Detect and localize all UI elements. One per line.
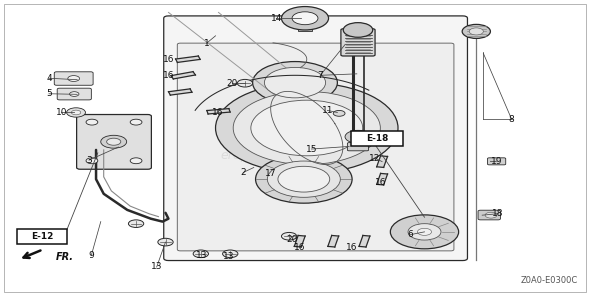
- Text: 7: 7: [317, 71, 323, 80]
- Circle shape: [462, 24, 490, 39]
- Circle shape: [130, 119, 142, 125]
- Circle shape: [86, 158, 98, 164]
- Text: 16: 16: [163, 71, 174, 80]
- FancyBboxPatch shape: [341, 29, 375, 56]
- Text: 2: 2: [240, 168, 246, 177]
- FancyBboxPatch shape: [487, 158, 506, 165]
- Circle shape: [408, 224, 441, 240]
- Polygon shape: [376, 156, 388, 167]
- Text: 11: 11: [322, 106, 333, 115]
- Text: 10: 10: [55, 108, 67, 117]
- Circle shape: [281, 233, 297, 240]
- FancyBboxPatch shape: [17, 229, 67, 243]
- Circle shape: [222, 250, 238, 258]
- Text: 12: 12: [369, 154, 381, 163]
- Circle shape: [255, 155, 352, 203]
- Circle shape: [233, 91, 381, 165]
- Circle shape: [68, 76, 80, 81]
- Text: 5: 5: [46, 89, 52, 98]
- FancyBboxPatch shape: [54, 72, 93, 85]
- Text: 16: 16: [163, 55, 174, 64]
- Text: 1: 1: [204, 39, 209, 48]
- Polygon shape: [169, 89, 192, 95]
- FancyBboxPatch shape: [478, 210, 500, 220]
- Circle shape: [418, 228, 431, 235]
- FancyBboxPatch shape: [351, 131, 403, 146]
- Circle shape: [237, 79, 253, 87]
- Circle shape: [67, 108, 86, 117]
- Text: E-18: E-18: [366, 134, 388, 143]
- Text: 20: 20: [227, 79, 238, 88]
- Text: 13: 13: [224, 252, 235, 261]
- Circle shape: [86, 119, 98, 125]
- Polygon shape: [328, 235, 339, 247]
- Text: 8: 8: [509, 115, 514, 124]
- Text: 16: 16: [294, 243, 306, 253]
- Circle shape: [469, 28, 483, 35]
- Text: Z0A0-E0300C: Z0A0-E0300C: [520, 276, 578, 285]
- Text: ereplacementparts.com: ereplacementparts.com: [220, 149, 370, 162]
- Circle shape: [101, 135, 127, 148]
- Circle shape: [351, 133, 365, 140]
- Polygon shape: [171, 72, 195, 79]
- Polygon shape: [376, 173, 388, 185]
- Circle shape: [278, 166, 330, 192]
- Text: 18: 18: [492, 209, 504, 218]
- Text: FR.: FR.: [56, 252, 74, 262]
- Text: E-12: E-12: [31, 232, 53, 241]
- Text: 13: 13: [151, 263, 162, 271]
- Text: 15: 15: [306, 145, 317, 153]
- Circle shape: [264, 67, 326, 98]
- Circle shape: [251, 100, 363, 156]
- Text: 9: 9: [88, 251, 94, 260]
- Circle shape: [345, 130, 371, 143]
- Text: 17: 17: [264, 169, 276, 178]
- FancyBboxPatch shape: [348, 143, 369, 151]
- Polygon shape: [176, 56, 200, 62]
- Polygon shape: [207, 108, 230, 114]
- Circle shape: [71, 110, 81, 115]
- Text: 6: 6: [407, 230, 412, 239]
- Text: 16: 16: [375, 178, 386, 187]
- FancyBboxPatch shape: [57, 88, 91, 100]
- Polygon shape: [359, 235, 370, 247]
- Circle shape: [391, 215, 458, 249]
- Text: 16: 16: [212, 108, 223, 117]
- Circle shape: [70, 92, 79, 96]
- Circle shape: [281, 6, 329, 30]
- Text: 3: 3: [86, 156, 92, 165]
- Text: 13: 13: [196, 251, 208, 260]
- Text: 20: 20: [286, 235, 298, 244]
- Bar: [298, 17, 312, 31]
- Circle shape: [253, 61, 337, 104]
- Polygon shape: [294, 235, 305, 247]
- Circle shape: [158, 238, 173, 246]
- Circle shape: [130, 158, 142, 164]
- Text: 4: 4: [46, 74, 52, 83]
- Circle shape: [343, 23, 373, 37]
- FancyBboxPatch shape: [164, 16, 467, 260]
- FancyBboxPatch shape: [77, 115, 152, 169]
- Circle shape: [485, 212, 497, 218]
- Text: 19: 19: [490, 157, 502, 166]
- FancyBboxPatch shape: [177, 43, 454, 251]
- Circle shape: [215, 83, 398, 173]
- Text: 14: 14: [270, 14, 282, 23]
- Circle shape: [292, 12, 318, 25]
- Circle shape: [267, 161, 340, 197]
- Text: 16: 16: [346, 243, 358, 253]
- Circle shape: [193, 250, 208, 258]
- Circle shape: [107, 138, 121, 145]
- Circle shape: [129, 220, 144, 228]
- Circle shape: [333, 111, 345, 116]
